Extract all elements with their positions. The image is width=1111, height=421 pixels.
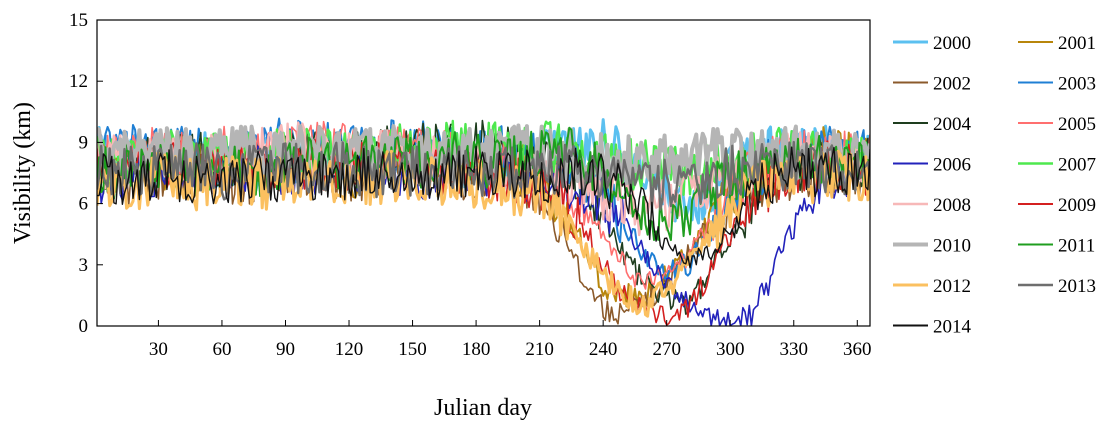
legend-label-2002: 2002 (933, 74, 971, 95)
y-axis-title: Visibility (km) (10, 102, 36, 244)
x-tick-label: 300 (716, 339, 745, 360)
legend: 2000 2001 2002 2003 2004 2005 2006 2007 2008 2009… (893, 33, 1096, 338)
x-tick-label: 270 (652, 339, 681, 360)
x-tick-label: 240 (589, 339, 618, 360)
y-tick-label: 0 (79, 316, 89, 337)
y-axis: 0 3 6 9 12 15 (69, 10, 103, 337)
x-axis: 30 60 90 120 150 180 210 240 270 300 330 360 (149, 320, 872, 360)
legend-label-2000: 2000 (933, 33, 971, 54)
x-tick-label: 210 (525, 339, 554, 360)
x-tick-label: 30 (149, 339, 168, 360)
series-line-2010 (97, 123, 870, 186)
x-tick-label: 180 (462, 339, 491, 360)
legend-label-2011: 2011 (1058, 236, 1095, 257)
legend-label-2004: 2004 (933, 114, 972, 135)
y-tick-label: 9 (79, 132, 89, 153)
y-tick-label: 3 (79, 255, 89, 276)
y-tick-label: 6 (79, 194, 89, 215)
series-line-2013 (97, 140, 870, 211)
x-tick-label: 60 (212, 339, 231, 360)
legend-label-2007: 2007 (1058, 155, 1096, 176)
x-tick-label: 360 (843, 339, 872, 360)
plot-area (97, 117, 870, 326)
legend-label-2008: 2008 (933, 195, 971, 216)
legend-label-2012: 2012 (933, 276, 971, 297)
legend-label-2009: 2009 (1058, 195, 1096, 216)
x-tick-label: 120 (335, 339, 364, 360)
series-line-2014 (97, 145, 870, 269)
y-tick-label: 15 (69, 10, 88, 31)
x-tick-label: 90 (276, 339, 295, 360)
legend-label-2005: 2005 (1058, 114, 1096, 135)
legend-label-2001: 2001 (1058, 33, 1096, 54)
legend-label-2014: 2014 (933, 317, 972, 338)
legend-label-2013: 2013 (1058, 276, 1096, 297)
x-axis-title: Julian day (434, 395, 532, 421)
plot-frame (96, 19, 871, 327)
x-tick-label: 150 (398, 339, 427, 360)
y-tick-label: 12 (69, 71, 88, 92)
legend-label-2006: 2006 (933, 155, 971, 176)
legend-label-2003: 2003 (1058, 74, 1096, 95)
x-tick-label: 330 (780, 339, 809, 360)
legend-label-2010: 2010 (933, 236, 971, 257)
